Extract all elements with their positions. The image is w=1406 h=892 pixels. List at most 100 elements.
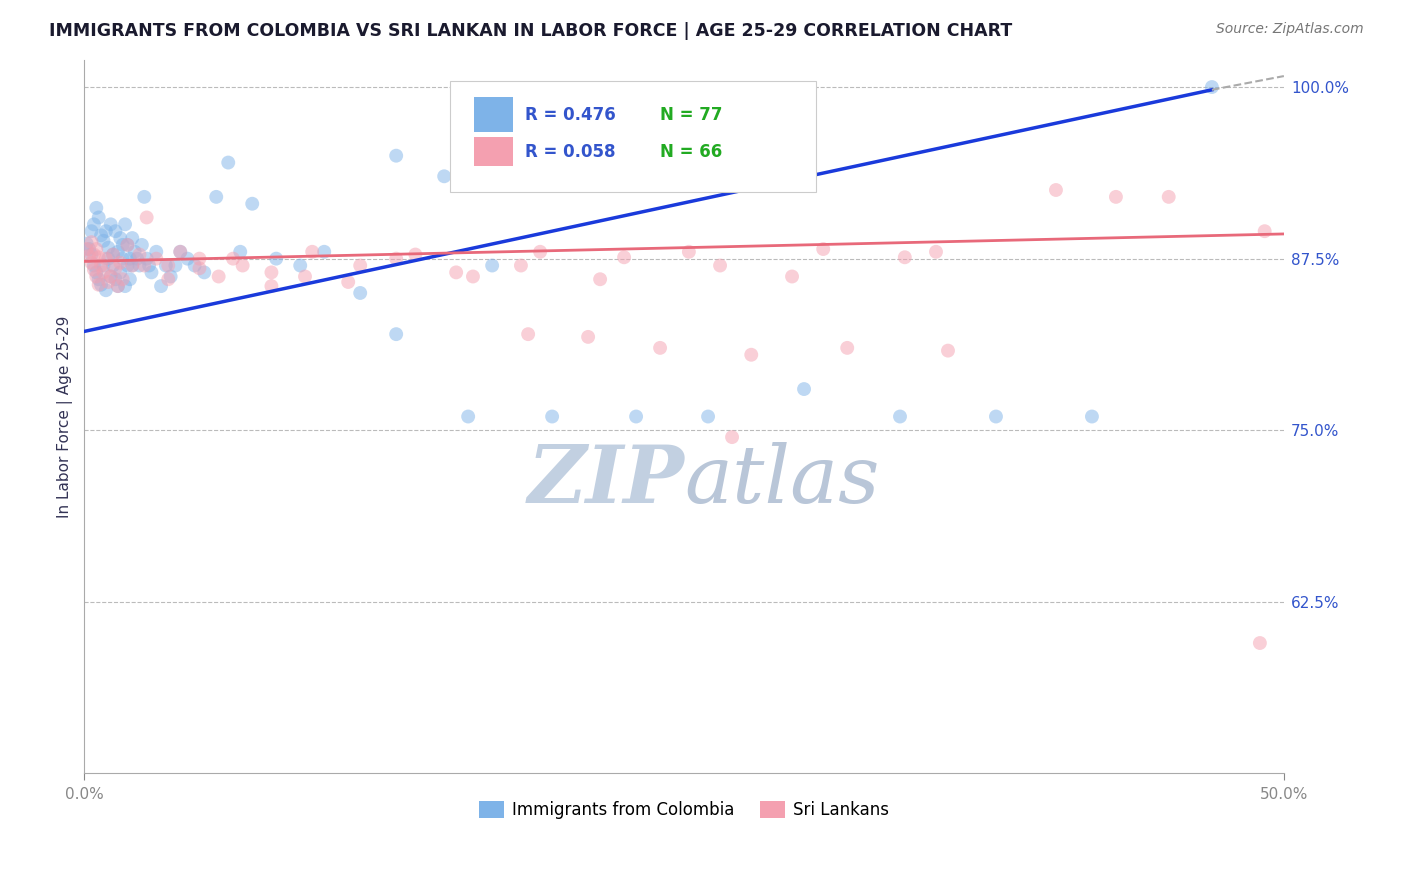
Point <box>1081 409 1104 424</box>
Point <box>1045 183 1067 197</box>
Point <box>188 261 211 276</box>
Text: atlas: atlas <box>685 442 880 519</box>
Point <box>121 231 143 245</box>
Point <box>87 272 110 286</box>
Point <box>80 256 103 270</box>
Text: R = 0.476: R = 0.476 <box>524 105 616 124</box>
Legend: Immigrants from Colombia, Sri Lankans: Immigrants from Colombia, Sri Lankans <box>472 794 896 826</box>
Point <box>222 252 245 266</box>
Point <box>444 265 467 279</box>
Point <box>101 247 124 261</box>
Point <box>169 244 191 259</box>
Point <box>141 265 163 279</box>
Text: N = 66: N = 66 <box>659 143 723 161</box>
Point <box>145 252 167 266</box>
Point <box>80 247 103 261</box>
Point <box>90 277 112 292</box>
Point <box>740 348 762 362</box>
Point <box>481 259 503 273</box>
Point <box>709 259 731 273</box>
Point <box>193 265 215 279</box>
Point <box>84 242 107 256</box>
Point <box>128 259 150 273</box>
Point <box>385 252 408 266</box>
Point <box>80 224 103 238</box>
Point <box>157 259 180 273</box>
Point <box>1157 190 1180 204</box>
Point <box>229 244 252 259</box>
Point <box>314 244 336 259</box>
Point <box>576 330 599 344</box>
Point <box>83 259 105 273</box>
Point <box>100 217 122 231</box>
Point <box>76 236 98 251</box>
Point <box>77 249 100 263</box>
Point <box>457 409 479 424</box>
Point <box>837 341 859 355</box>
Point <box>114 279 136 293</box>
Point <box>159 269 181 284</box>
Point <box>104 261 127 276</box>
Point <box>894 250 917 264</box>
Point <box>260 265 283 279</box>
Point <box>97 241 120 255</box>
Point <box>117 238 139 252</box>
Point <box>93 234 115 248</box>
Bar <box>474 136 513 166</box>
Point <box>84 269 107 284</box>
Point <box>294 269 316 284</box>
Point <box>138 259 160 273</box>
Point <box>264 252 287 266</box>
Point <box>145 244 167 259</box>
Point <box>1249 636 1271 650</box>
Point <box>117 238 139 252</box>
Point <box>208 269 231 284</box>
Point <box>984 409 1007 424</box>
Point <box>87 250 110 264</box>
Point <box>889 409 911 424</box>
Point <box>1105 190 1128 204</box>
Point <box>404 247 426 261</box>
Point <box>529 244 551 259</box>
Point <box>117 259 139 273</box>
Point <box>205 190 228 204</box>
Point <box>433 169 456 184</box>
Point <box>97 275 120 289</box>
Point <box>1201 80 1223 95</box>
Bar <box>474 97 513 132</box>
Point <box>77 242 100 256</box>
Point <box>121 259 143 273</box>
Point <box>94 283 117 297</box>
Point <box>793 382 815 396</box>
Point <box>80 235 103 249</box>
Point <box>780 269 803 284</box>
Point <box>87 277 110 292</box>
Point <box>925 244 948 259</box>
Point <box>107 244 129 259</box>
Point <box>217 155 239 169</box>
Point <box>93 259 115 273</box>
Point <box>83 262 105 277</box>
Point <box>589 272 612 286</box>
Point <box>83 247 105 261</box>
Point <box>553 176 575 190</box>
Text: N = 77: N = 77 <box>659 105 723 124</box>
Point <box>183 259 205 273</box>
Point <box>337 275 360 289</box>
Point <box>150 279 173 293</box>
Text: ZIP: ZIP <box>527 442 685 519</box>
Point <box>385 149 408 163</box>
Text: Source: ZipAtlas.com: Source: ZipAtlas.com <box>1216 22 1364 37</box>
Point <box>111 272 134 286</box>
Point <box>385 327 408 342</box>
Point <box>110 231 132 245</box>
Point <box>648 341 671 355</box>
Point <box>111 252 134 266</box>
Point <box>165 259 187 273</box>
Text: IMMIGRANTS FROM COLOMBIA VS SRI LANKAN IN LABOR FORCE | AGE 25-29 CORRELATION CH: IMMIGRANTS FROM COLOMBIA VS SRI LANKAN I… <box>49 22 1012 40</box>
Point <box>721 430 744 444</box>
Point <box>240 196 263 211</box>
Point <box>87 211 110 225</box>
Point <box>697 409 720 424</box>
Point <box>101 247 124 261</box>
